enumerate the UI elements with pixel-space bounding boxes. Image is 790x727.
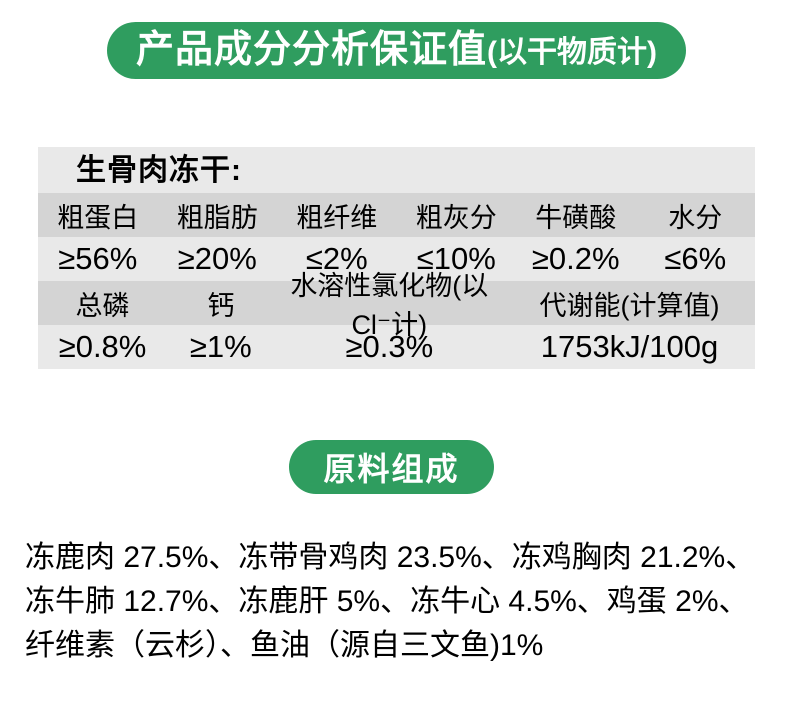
nutrient-name: 牛磺酸 bbox=[535, 202, 617, 233]
nutrient-value-row-2: ≥0.8% ≥1% ≥0.3% 1753kJ/100g bbox=[38, 325, 755, 369]
nutrient-value: ≥20% bbox=[177, 241, 257, 276]
guaranteed-analysis-banner: 产品成分分析保证值 (以干物质计) bbox=[107, 22, 686, 79]
nutrient-name: 代谢能(计算值) bbox=[539, 290, 720, 321]
nutrient-name: 粗纤维 bbox=[296, 202, 378, 233]
nutrient-value: ≥56% bbox=[58, 241, 138, 276]
nutrient-name: 水分 bbox=[668, 202, 723, 233]
nutrient-value-row-1: ≥56% ≥20% ≤2% ≤10% ≥0.2% ≤6% bbox=[38, 237, 755, 281]
nutrition-table: 生骨肉冻干: 粗蛋白 粗脂肪 粗纤维 粗灰分 牛磺酸 水分 ≥56% ≥20% … bbox=[38, 147, 755, 369]
nutrient-name: 粗蛋白 bbox=[57, 202, 139, 233]
nutrient-header-row-2: 总磷 钙 水溶性氯化物(以Cl⁻计) 代谢能(计算值) bbox=[38, 271, 755, 340]
nutrient-value: ≤6% bbox=[664, 241, 727, 276]
nutrient-value: ≤10% bbox=[416, 241, 496, 276]
ingredients-banner: 原料组成 bbox=[289, 440, 494, 494]
ingredients-banner-label: 原料组成 bbox=[323, 451, 460, 487]
nutrient-name: 总磷 bbox=[75, 290, 130, 321]
nutrient-value: ≥0.2% bbox=[531, 241, 620, 276]
nutrient-value: ≥0.8% bbox=[58, 329, 147, 364]
nutrient-name: 粗灰分 bbox=[415, 202, 497, 233]
nutrient-value: 1753kJ/100g bbox=[540, 329, 719, 364]
ingredients-text: 冻鹿肉 27.5%、冻带骨鸡肉 23.5%、冻鸡胸肉 21.2%、冻牛肺 12.… bbox=[25, 541, 756, 662]
nutrient-value: ≥0.3% bbox=[345, 329, 434, 364]
nutrient-header-row-1: 粗蛋白 粗脂肪 粗纤维 粗灰分 牛磺酸 水分 bbox=[38, 193, 755, 237]
nutrient-value: ≤2% bbox=[305, 241, 368, 276]
nutrient-name: 水溶性氯化物(以Cl⁻计) bbox=[290, 271, 489, 340]
nutrient-name: 粗脂肪 bbox=[176, 202, 258, 233]
banner-title: 产品成分分析保证值 bbox=[136, 29, 488, 71]
banner-subtitle: (以干物质计) bbox=[487, 36, 657, 69]
nutrient-value: ≥1% bbox=[189, 329, 252, 364]
table-title: 生骨肉冻干: bbox=[38, 147, 755, 193]
nutrient-name: 钙 bbox=[207, 290, 235, 321]
